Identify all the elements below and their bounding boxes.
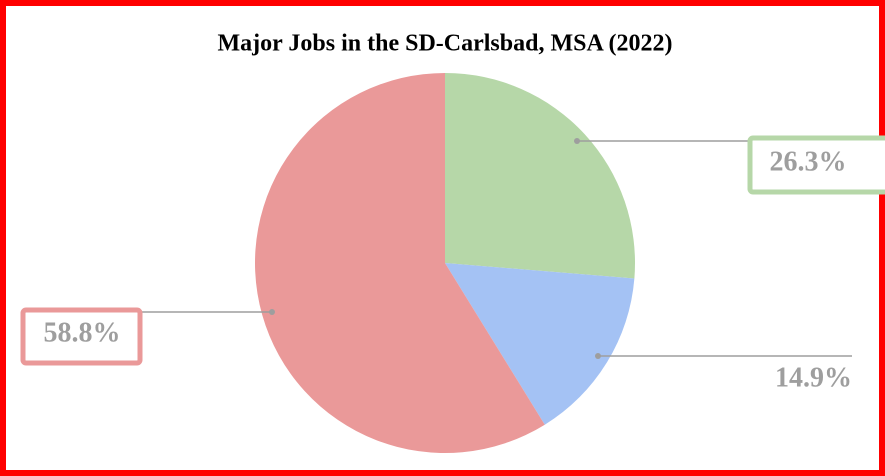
chart-title: Major Jobs in the SD-Carlsbad, MSA (2022…: [218, 31, 673, 57]
leader-dot: [269, 309, 275, 315]
label-box: [747, 135, 885, 195]
leader-dot: [574, 138, 580, 144]
leader-dot: [595, 353, 601, 359]
data-label: 58.8%: [44, 317, 121, 348]
data-label: 26.3%: [770, 146, 847, 177]
data-label: 14.9%: [775, 362, 852, 393]
pie-slice: [255, 73, 545, 453]
pie-slice: [445, 73, 635, 279]
pie-slice: [445, 263, 635, 425]
label-box: [20, 307, 143, 366]
